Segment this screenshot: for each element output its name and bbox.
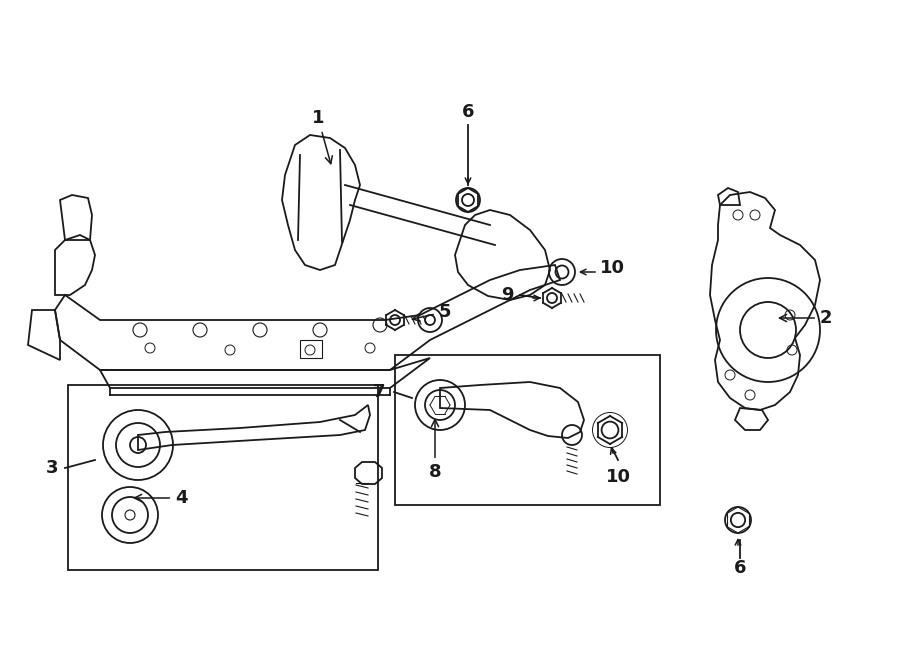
- Text: 7: 7: [373, 383, 385, 401]
- Text: 10: 10: [600, 259, 625, 277]
- Text: 4: 4: [134, 489, 187, 507]
- Text: 3: 3: [46, 459, 58, 477]
- Text: 5: 5: [412, 303, 451, 321]
- Text: 1: 1: [311, 109, 332, 164]
- Bar: [395, 355, 660, 505]
- Bar: [68, 385, 378, 570]
- Text: 9: 9: [501, 286, 514, 304]
- Text: 2: 2: [779, 309, 832, 327]
- Text: 6: 6: [734, 559, 746, 577]
- Text: 6: 6: [462, 103, 474, 121]
- Bar: [300, 340, 322, 358]
- Text: 10: 10: [606, 468, 631, 486]
- Text: 8: 8: [428, 420, 441, 481]
